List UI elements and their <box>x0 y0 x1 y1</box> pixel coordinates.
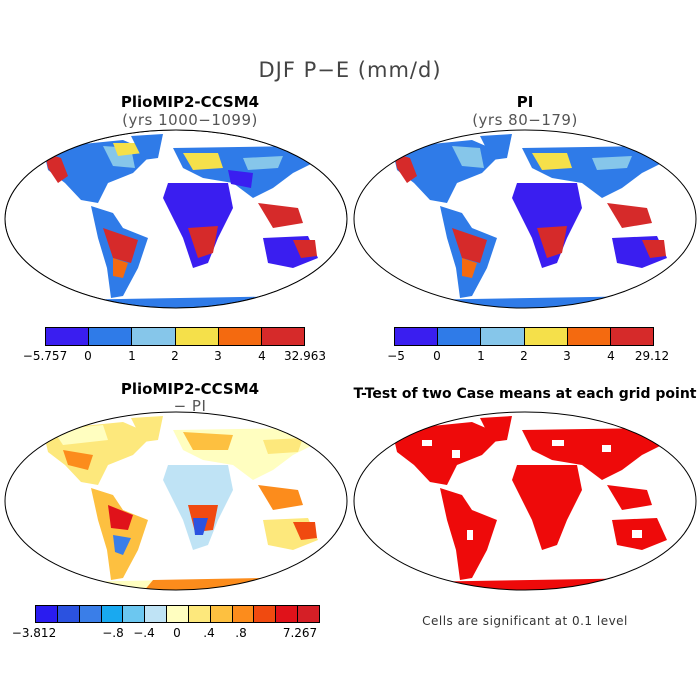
colorbar-swatch <box>145 606 168 622</box>
colorbar-tick: 2 <box>520 349 528 363</box>
colorbar-swatch <box>481 328 525 345</box>
panel-title-ttest: T-Test of two Case means at each grid po… <box>353 386 697 402</box>
figure-title: DJF P−E (mm/d) <box>258 58 442 82</box>
colorbar-tick: .4 <box>203 626 215 640</box>
panel-subtitle-pi-years: (yrs 80−179) <box>472 111 578 129</box>
colorbar-tick: 7.267 <box>282 626 318 640</box>
colorbar-swatch <box>276 606 299 622</box>
colorbar-swatch <box>36 606 58 622</box>
colorbar-swatch <box>261 328 305 345</box>
colorbar-tick: −3.812 <box>11 626 57 640</box>
colorbar-difference <box>35 605 320 623</box>
map-model-pe <box>4 129 348 309</box>
colorbar-pi <box>394 327 654 346</box>
colorbar-swatch <box>175 328 219 345</box>
colorbar-tick: 3 <box>563 349 571 363</box>
colorbar-tick: −.8 <box>102 626 124 640</box>
map-pi-pe <box>353 129 697 309</box>
colorbar-swatch <box>188 606 211 622</box>
colorbar-swatch <box>79 606 102 622</box>
colorbar-swatch <box>132 328 176 345</box>
panel-subtitle-model-years: (yrs 1000−1099) <box>122 111 258 129</box>
colorbar-tick: 0 <box>84 349 92 363</box>
colorbar-swatch <box>167 606 189 622</box>
colorbar-swatch <box>123 606 146 622</box>
panel-title-pi: PI <box>516 93 534 111</box>
colorbar-tick: 2 <box>171 349 179 363</box>
colorbar-swatch <box>298 606 319 622</box>
significance-note: Cells are significant at 0.1 level <box>422 614 628 628</box>
colorbar-tick: 4 <box>258 349 266 363</box>
colorbar-swatch <box>524 328 568 345</box>
colorbar-swatch <box>210 606 233 622</box>
colorbar-swatch <box>232 606 255 622</box>
colorbar-tick: 1 <box>477 349 485 363</box>
map-ttest-significance <box>353 411 697 591</box>
colorbar-swatch <box>89 328 133 345</box>
map-difference <box>4 411 348 591</box>
colorbar-swatch <box>438 328 482 345</box>
panel-title-difference: PlioMIP2-CCSM4 <box>120 380 260 398</box>
colorbar-swatch <box>57 606 80 622</box>
colorbar-swatch <box>101 606 124 622</box>
colorbar-tick: −.4 <box>133 626 155 640</box>
colorbar-swatch <box>395 328 439 345</box>
colorbar-tick: −5 <box>387 349 405 363</box>
panel-subtitle-difference: − PI <box>173 397 207 415</box>
colorbar-swatch <box>610 328 654 345</box>
colorbar-swatch <box>254 606 277 622</box>
colorbar-model <box>45 327 305 346</box>
colorbar-swatch <box>567 328 611 345</box>
colorbar-tick: 32.963 <box>284 349 326 363</box>
colorbar-tick: 0 <box>433 349 441 363</box>
colorbar-swatch <box>46 328 90 345</box>
colorbar-tick: 29.12 <box>634 349 670 363</box>
colorbar-tick: 3 <box>214 349 222 363</box>
colorbar-tick: .8 <box>235 626 247 640</box>
colorbar-swatch <box>218 328 262 345</box>
colorbar-tick: −5.757 <box>22 349 68 363</box>
colorbar-tick: 1 <box>128 349 136 363</box>
colorbar-tick: 0 <box>173 626 181 640</box>
colorbar-tick: 4 <box>607 349 615 363</box>
panel-title-model: PlioMIP2-CCSM4 <box>120 93 260 111</box>
